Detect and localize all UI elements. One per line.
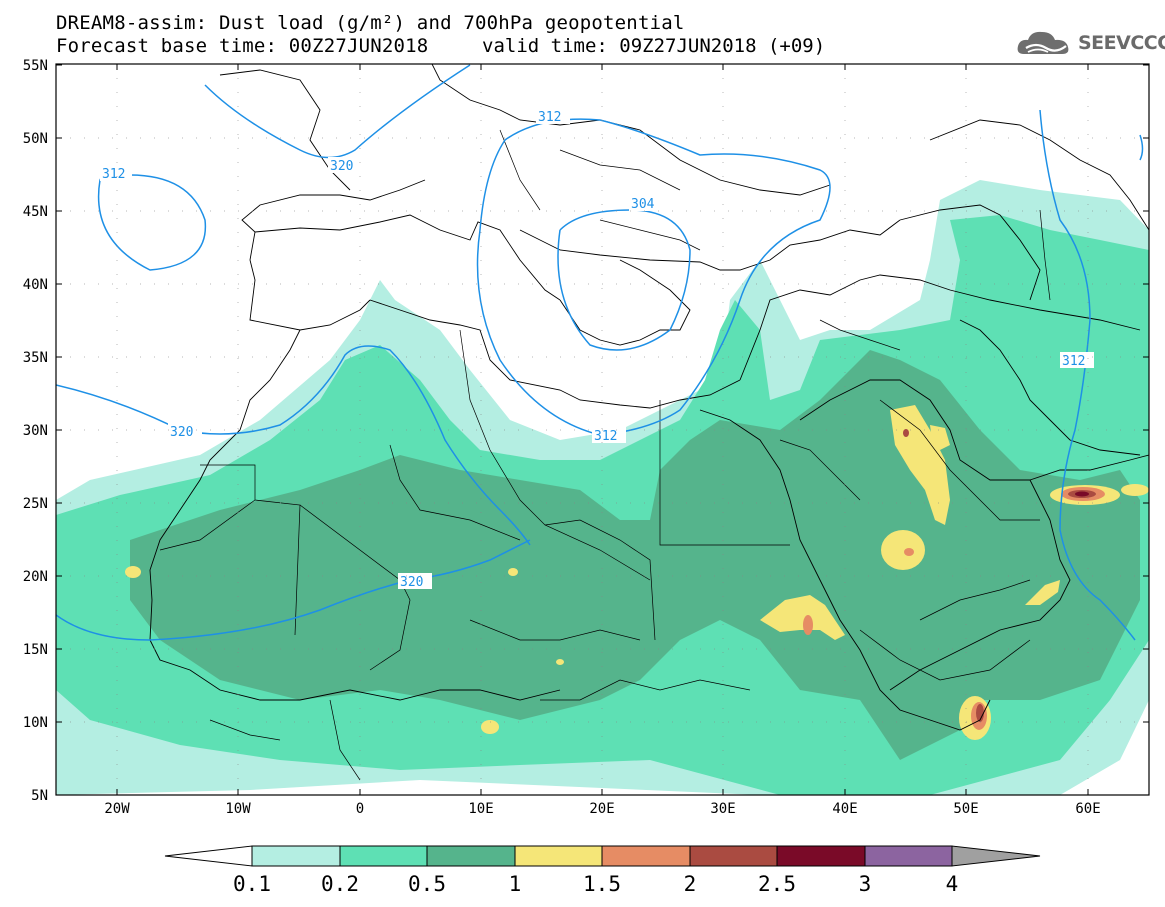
- seevccc-logo: SEEVCCC: [1016, 26, 1165, 60]
- colorbar-label: 0.2: [321, 872, 359, 896]
- axis-ticks: [56, 64, 1149, 796]
- colorbar-label: 1: [509, 872, 522, 896]
- contour-label: 312: [102, 167, 125, 182]
- colorbar-swatch: [689, 845, 778, 867]
- lat-label: 5N: [31, 788, 48, 804]
- colorbar: [164, 845, 1041, 867]
- contour-label: 320: [170, 425, 193, 440]
- lat-label: 45N: [23, 204, 48, 220]
- longitude-labels: 20W 10W 0 10E 20E 30E 40E 50E 60E: [104, 801, 1100, 817]
- lat-label: 25N: [23, 496, 48, 512]
- colorbar-label: 3: [859, 872, 872, 896]
- lat-label: 40N: [23, 277, 48, 293]
- lat-label: 15N: [23, 642, 48, 658]
- valid-time: valid time: 09Z27JUN2018 (+09): [482, 35, 826, 57]
- contour-label: 320: [400, 575, 423, 590]
- forecast-base-time: Forecast base time: 00Z27JUN2018: [56, 35, 429, 57]
- colorbar-low-triangle: [164, 845, 253, 867]
- lon-label: 50E: [953, 801, 978, 817]
- colorbar-swatch: [426, 845, 516, 867]
- coastlines: [149, 64, 1149, 731]
- lon-label: 10W: [225, 801, 251, 817]
- contour-label: 312: [1062, 354, 1085, 369]
- lon-label: 0: [356, 801, 364, 817]
- colorbar-swatch: [339, 845, 428, 867]
- colorbar-swatch: [776, 845, 866, 867]
- colorbar-label: 0.5: [408, 872, 446, 896]
- lat-label: 50N: [23, 131, 48, 147]
- colorbar-swatch: [864, 845, 953, 867]
- colorbar-swatch: [514, 845, 603, 867]
- lat-label: 10N: [23, 715, 48, 731]
- logo-text: SEEVCCC: [1078, 32, 1165, 54]
- lon-label: 20W: [104, 801, 130, 817]
- colorbar-label: 2: [684, 872, 697, 896]
- country-borders: [159, 129, 1051, 781]
- lat-label: 55N: [23, 58, 48, 74]
- colorbar-label: 1.5: [583, 872, 621, 896]
- lon-label: 20E: [589, 801, 614, 817]
- contour-label: 304: [631, 197, 655, 212]
- colorbar-labels: 0.1 0.2 0.5 1 1.5 2 2.5 3 4: [233, 872, 958, 896]
- colorbar-swatch: [251, 845, 341, 867]
- lat-label: 30N: [23, 423, 48, 439]
- lat-label: 20N: [23, 569, 48, 585]
- colorbar-swatch: [601, 845, 691, 867]
- lon-label: 10E: [468, 801, 493, 817]
- lon-label: 60E: [1075, 801, 1100, 817]
- lon-label: 40E: [832, 801, 857, 817]
- lat-label: 35N: [23, 350, 48, 366]
- geopotential-contours: [56, 64, 1144, 641]
- dust-fields: 312 320 312 304 312 320 320 312: [56, 64, 1149, 795]
- title-line-1: DREAM8-assim: Dust load (g/m²) and 700hP…: [56, 12, 685, 34]
- contour-label: 320: [330, 159, 353, 174]
- lon-label: 30E: [710, 801, 735, 817]
- colorbar-label: 4: [946, 872, 959, 896]
- contour-label: 312: [538, 110, 561, 125]
- graticule: [56, 64, 1149, 795]
- cloud-icon: [1017, 31, 1069, 54]
- dust-field-0.5: [130, 350, 1140, 760]
- colorbar-label: 2.5: [758, 872, 796, 896]
- latitude-labels: 55N 50N 45N 40N 35N 30N 25N 20N 15N 10N …: [23, 58, 48, 804]
- colorbar-high-triangle: [951, 845, 1041, 867]
- colorbar-label: 0.1: [233, 872, 271, 896]
- dust-field-2.5: [903, 429, 1096, 722]
- dust-field-3: [1075, 491, 1089, 497]
- contour-label: 312: [594, 429, 617, 444]
- contour-labels: 312 320 312 304 312 320 320 312: [100, 108, 1094, 590]
